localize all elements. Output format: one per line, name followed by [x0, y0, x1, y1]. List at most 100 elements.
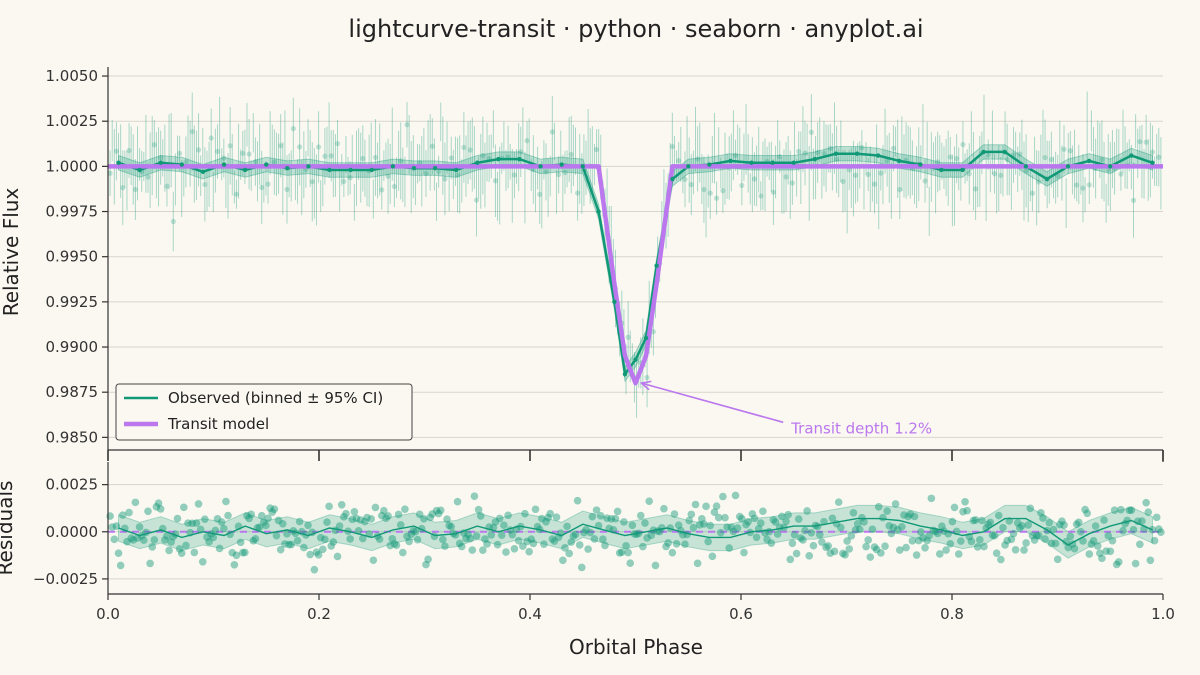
- raw-point: [132, 186, 138, 193]
- raw-point: [290, 126, 296, 132]
- residual-point: [832, 519, 841, 528]
- residual-point: [729, 527, 738, 536]
- residual-point: [1030, 536, 1039, 544]
- residual-point: [1089, 536, 1098, 545]
- residual-point: [502, 548, 510, 556]
- legend-box: [115, 383, 413, 441]
- residual-point: [837, 523, 845, 532]
- residual-point: [990, 531, 999, 540]
- residual-point: [666, 524, 675, 532]
- residual-point: [350, 508, 359, 516]
- residual-point: [483, 540, 491, 548]
- raw-point: [252, 159, 259, 165]
- residual-point: [843, 537, 851, 545]
- residual-point: [879, 513, 887, 522]
- residual-point: [470, 492, 479, 500]
- residual-point: [455, 539, 464, 548]
- residual-point: [1138, 517, 1146, 525]
- residual-point: [592, 506, 601, 514]
- residual-point: [969, 516, 978, 525]
- residual-point: [735, 512, 744, 521]
- x-tick-label: 0.4: [518, 605, 542, 623]
- residual-point: [512, 525, 521, 533]
- residual-point: [849, 509, 858, 517]
- raw-point: [113, 148, 120, 154]
- residual-point: [266, 504, 274, 512]
- raw-point: [954, 156, 960, 162]
- residual-point: [297, 527, 306, 536]
- residual-point: [135, 523, 144, 531]
- residual-point: [668, 548, 677, 557]
- raw-point: [739, 182, 745, 189]
- residual-point: [405, 537, 413, 546]
- raw-point: [695, 156, 701, 162]
- residual-y-axis-label: Residuals: [0, 481, 17, 576]
- residual-point: [504, 511, 512, 520]
- raw-point: [1086, 182, 1092, 188]
- raw-point: [732, 152, 739, 158]
- residual-point: [824, 542, 832, 550]
- residual-point: [607, 514, 616, 523]
- raw-point: [1061, 146, 1067, 152]
- observed-bin-point: [200, 169, 206, 174]
- residual-point: [257, 511, 266, 520]
- residual-point: [710, 508, 719, 516]
- observed-bin-point: [1023, 164, 1029, 169]
- residual-point: [1085, 550, 1094, 558]
- residual-point: [698, 515, 706, 523]
- residual-point: [163, 532, 171, 540]
- raw-point: [556, 172, 562, 178]
- raw-point: [871, 181, 878, 187]
- raw-point: [549, 129, 555, 135]
- raw-point: [701, 187, 707, 193]
- residual-point: [773, 530, 782, 538]
- residual-point: [500, 521, 508, 530]
- residual-point: [226, 530, 234, 539]
- residual-point: [550, 537, 559, 545]
- residual-point: [369, 556, 378, 565]
- residual-point: [712, 502, 721, 510]
- residual-point: [891, 500, 900, 508]
- residual-point: [887, 529, 896, 538]
- residual-point: [291, 529, 300, 538]
- residual-point: [636, 511, 645, 520]
- residual-point: [674, 521, 683, 529]
- raw-point: [473, 197, 480, 203]
- residual-point: [641, 519, 649, 527]
- raw-point: [429, 143, 435, 149]
- residual-point: [1079, 537, 1087, 545]
- residual-point: [316, 533, 325, 542]
- residual-point: [622, 542, 630, 550]
- residual-point: [676, 526, 685, 535]
- residual-point: [1005, 517, 1014, 525]
- observed-bin-point: [770, 160, 775, 165]
- residual-point: [188, 519, 197, 528]
- residual-point: [177, 549, 186, 557]
- raw-point: [878, 170, 884, 176]
- residual-point: [428, 510, 437, 518]
- residual-point: [719, 492, 727, 501]
- observed-bin-point: [939, 167, 944, 173]
- residual-point: [881, 542, 889, 550]
- residual-point: [740, 548, 748, 557]
- residual-point: [967, 537, 976, 546]
- raw-point: [796, 148, 802, 155]
- residual-point: [1009, 529, 1018, 538]
- residual-point: [1129, 525, 1138, 534]
- residual-point: [771, 518, 780, 526]
- residual-point: [866, 553, 875, 561]
- raw-point: [922, 178, 928, 184]
- residual-point: [287, 540, 296, 549]
- main-y-ticks: 0.9850 0.9875 0.9900 0.9925 0.9950 0.9975 1.00…: [46, 67, 1164, 461]
- residual-point: [535, 525, 544, 534]
- residual-point: [466, 534, 474, 543]
- residual-point: [196, 525, 205, 534]
- raw-point: [789, 180, 795, 186]
- residual-point: [643, 534, 651, 542]
- residual-point: [662, 542, 670, 551]
- residual-point: [683, 530, 691, 539]
- raw-point: [334, 140, 341, 147]
- residual-point: [411, 527, 420, 536]
- residual-point: [647, 531, 656, 540]
- observed-bin-point: [1150, 160, 1155, 165]
